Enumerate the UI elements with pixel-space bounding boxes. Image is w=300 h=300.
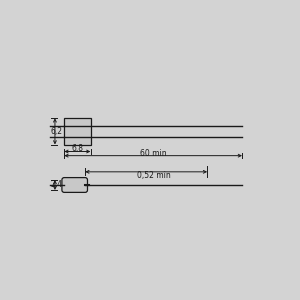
Text: 0,52 min: 0,52 min [137, 171, 171, 180]
Text: 6,8: 6,8 [71, 144, 83, 153]
Text: 60 min: 60 min [140, 148, 166, 158]
Bar [64, 118, 91, 145]
Text: 6,2: 6,2 [50, 127, 62, 136]
Text: 2,4: 2,4 [51, 181, 63, 190]
FancyBboxPatch shape [62, 178, 88, 192]
